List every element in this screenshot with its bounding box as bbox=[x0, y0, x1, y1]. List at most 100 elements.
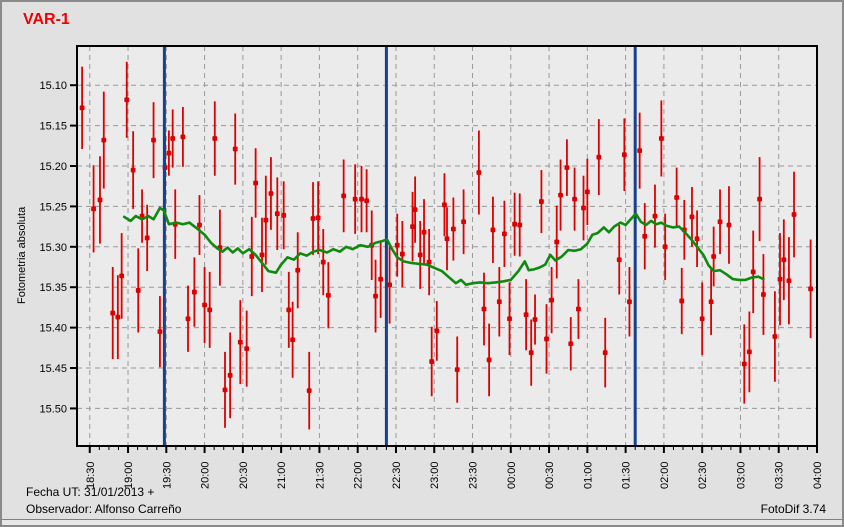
x-tick-label: 20:00 bbox=[200, 461, 212, 489]
x-tick-label: 18:30 bbox=[85, 461, 97, 489]
data-point bbox=[539, 199, 544, 204]
data-point bbox=[781, 257, 787, 263]
x-tick-label: 20:30 bbox=[238, 461, 250, 489]
data-point bbox=[91, 206, 96, 212]
data-point bbox=[658, 136, 664, 141]
y-tick-label: 15.25 bbox=[39, 201, 67, 213]
data-point bbox=[295, 267, 301, 273]
data-point bbox=[679, 298, 685, 304]
data-point bbox=[549, 297, 555, 303]
data-point bbox=[461, 219, 466, 225]
data-point bbox=[352, 196, 358, 202]
x-tick-label: 00:00 bbox=[506, 461, 518, 489]
data-point bbox=[359, 196, 364, 202]
data-point bbox=[274, 211, 280, 217]
data-point bbox=[674, 195, 680, 200]
y-tick-label: 15.20 bbox=[39, 161, 67, 173]
status-observador: Observador: Alfonso Carreño bbox=[26, 502, 182, 516]
x-tick-label: 04:00 bbox=[812, 461, 824, 489]
data-point bbox=[726, 222, 732, 228]
x-tick-label: 19:00 bbox=[123, 461, 135, 489]
data-point bbox=[364, 198, 370, 204]
data-point bbox=[227, 372, 233, 378]
data-point bbox=[791, 212, 797, 217]
data-point bbox=[97, 197, 103, 203]
data-point bbox=[490, 227, 496, 233]
data-point bbox=[387, 282, 392, 288]
data-point bbox=[101, 137, 107, 143]
data-point bbox=[212, 136, 218, 141]
data-point bbox=[699, 316, 705, 322]
data-point bbox=[689, 214, 695, 220]
data-point bbox=[523, 312, 529, 318]
data-point bbox=[450, 226, 456, 232]
data-point bbox=[144, 235, 150, 241]
data-point bbox=[757, 196, 762, 202]
data-point bbox=[442, 202, 447, 208]
data-point bbox=[554, 239, 560, 245]
data-point bbox=[157, 329, 163, 335]
data-point bbox=[426, 259, 432, 265]
data-point bbox=[341, 193, 347, 199]
data-point bbox=[454, 367, 460, 373]
data-point bbox=[476, 170, 482, 175]
data-point bbox=[532, 317, 538, 322]
data-point bbox=[290, 337, 296, 343]
data-point bbox=[110, 310, 116, 316]
data-point bbox=[315, 215, 321, 221]
data-point bbox=[481, 306, 487, 312]
data-point bbox=[151, 137, 156, 143]
data-point bbox=[325, 292, 331, 298]
data-point bbox=[429, 359, 435, 364]
data-point bbox=[263, 217, 269, 223]
data-point bbox=[259, 252, 265, 258]
data-point bbox=[581, 205, 586, 211]
data-point bbox=[378, 276, 384, 282]
x-tick-label: 22:30 bbox=[391, 461, 403, 489]
data-point bbox=[135, 288, 141, 293]
data-point bbox=[777, 276, 783, 282]
data-point bbox=[517, 222, 523, 228]
data-point bbox=[421, 229, 427, 235]
data-point bbox=[286, 307, 292, 313]
x-tick-label: 02:30 bbox=[697, 461, 709, 489]
data-point bbox=[394, 242, 400, 248]
data-point bbox=[558, 192, 563, 198]
data-point bbox=[191, 289, 197, 295]
data-point bbox=[528, 350, 534, 356]
data-point bbox=[124, 97, 130, 103]
data-point bbox=[130, 167, 136, 173]
y-tick-label: 15.30 bbox=[39, 242, 67, 254]
data-point bbox=[786, 278, 792, 284]
data-point bbox=[197, 222, 202, 228]
x-tick-label: 03:30 bbox=[774, 461, 786, 489]
data-point bbox=[486, 357, 492, 363]
data-point bbox=[180, 134, 186, 140]
y-tick-label: 15.45 bbox=[39, 363, 67, 375]
data-point bbox=[746, 349, 752, 355]
x-tick-label: 03:00 bbox=[735, 461, 747, 489]
data-point bbox=[222, 387, 228, 393]
data-point bbox=[399, 251, 405, 257]
smoothed-line bbox=[122, 206, 765, 287]
x-tick-label: 23:30 bbox=[468, 461, 480, 489]
data-point bbox=[576, 306, 581, 312]
data-point bbox=[373, 293, 378, 299]
data-point bbox=[306, 388, 312, 394]
data-point bbox=[170, 136, 176, 141]
data-point bbox=[627, 299, 632, 305]
data-point bbox=[568, 341, 574, 347]
data-point bbox=[253, 180, 259, 186]
x-tick-label: 21:30 bbox=[314, 461, 326, 489]
data-point bbox=[711, 254, 717, 259]
data-point bbox=[202, 302, 207, 308]
y-tick-label: 15.35 bbox=[39, 282, 67, 294]
y-tick-label: 15.50 bbox=[39, 403, 67, 415]
data-point bbox=[772, 334, 778, 339]
data-point bbox=[761, 292, 766, 297]
data-point bbox=[708, 299, 714, 305]
data-point bbox=[166, 150, 172, 156]
data-point bbox=[596, 154, 602, 160]
